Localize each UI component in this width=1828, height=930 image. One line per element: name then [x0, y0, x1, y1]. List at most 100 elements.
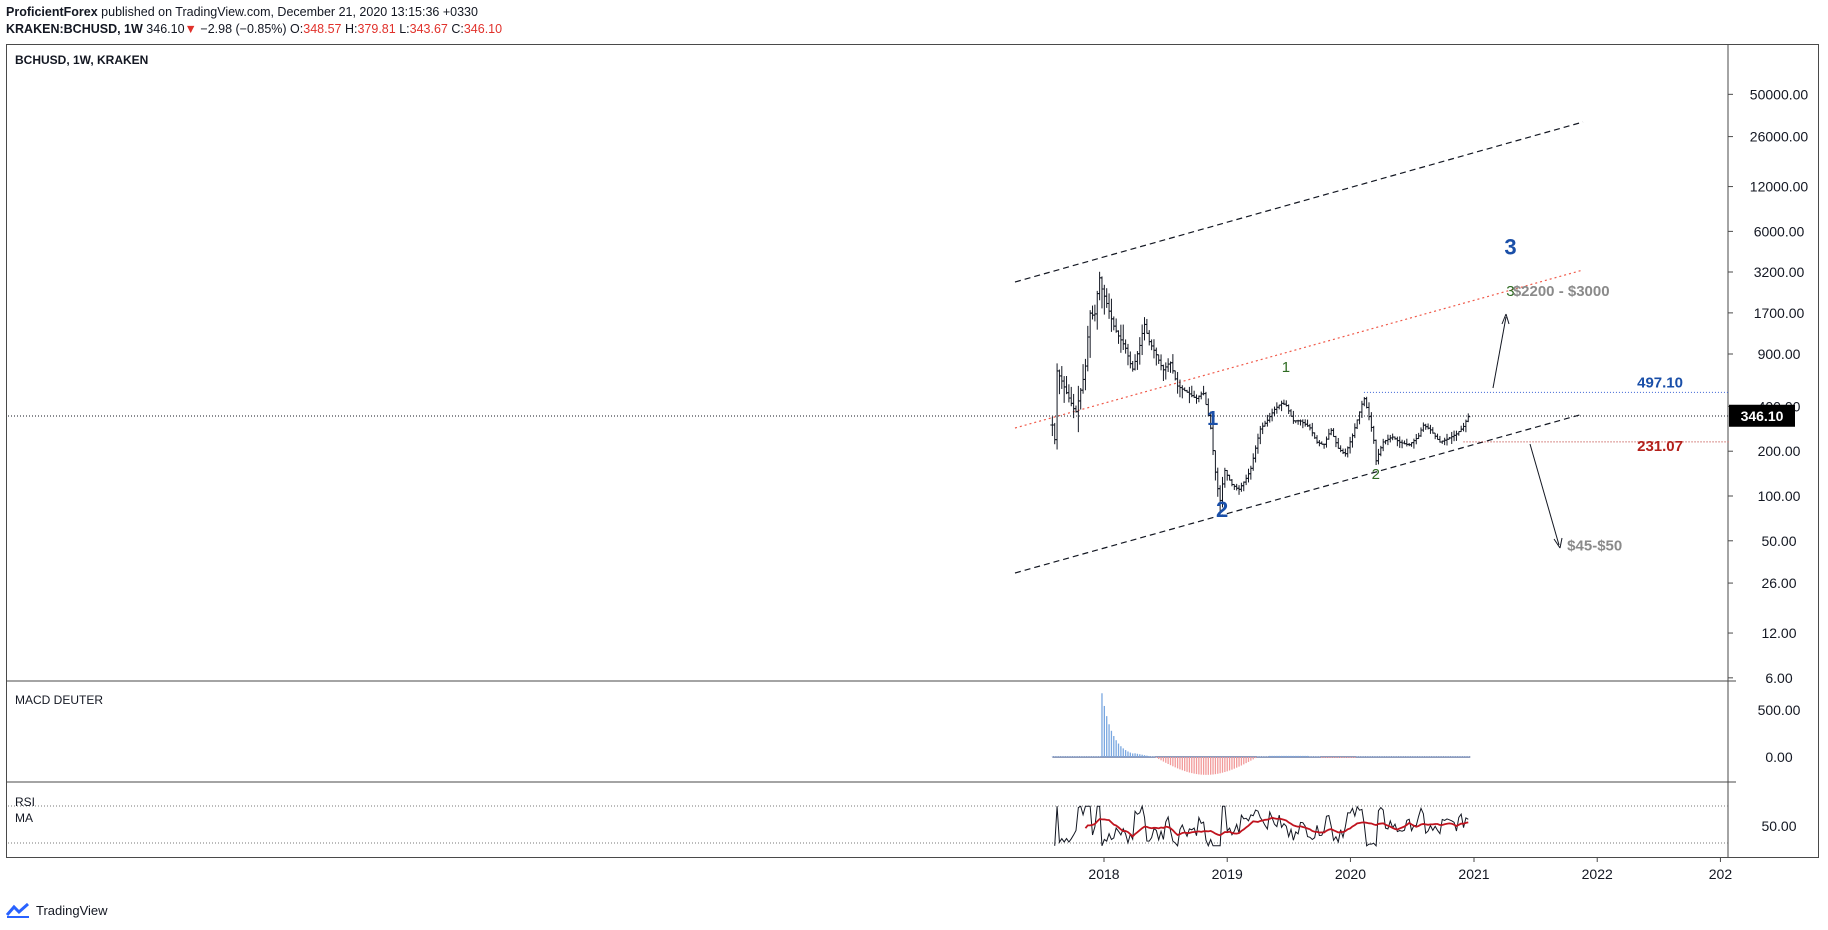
ohlc-bar [1369, 412, 1374, 432]
ohlc-bar [1376, 448, 1381, 465]
high-label: H: [344, 22, 358, 36]
price-tick-label: 3200.00 [1754, 264, 1805, 280]
ohlc-bar [1199, 391, 1204, 400]
ohlc-bar [1357, 411, 1362, 425]
open-label: O: [290, 22, 304, 36]
price-change: −2.98 (−0.85%) [200, 22, 287, 36]
ohlc-bar [1234, 483, 1239, 491]
tradingview-footer[interactable]: TradingView [6, 902, 108, 918]
tradingview-logo-icon [6, 902, 29, 918]
ohlc-bar [1452, 430, 1457, 442]
price-tick-label: 6000.00 [1754, 223, 1805, 239]
macd-tick-label: 500.00 [1758, 702, 1801, 718]
ma-pane-label: MA [15, 811, 33, 825]
ohlc-bar [1092, 304, 1097, 322]
ohlc-bar [1333, 435, 1338, 448]
ohlc-bar [1163, 362, 1168, 380]
chart-frame[interactable] [6, 44, 1819, 858]
rsi-line [1054, 804, 1469, 848]
ohlc-bar [1144, 318, 1149, 334]
ohlc-bar [1140, 324, 1145, 356]
ohlc-bar [1099, 276, 1104, 309]
up-arrow-line[interactable] [1492, 316, 1507, 389]
ohlc-bar [1076, 385, 1081, 433]
ohlc-bar [1203, 391, 1208, 406]
time-tick-label: 2018 [1088, 866, 1119, 882]
time-tick-label: 2020 [1335, 866, 1366, 882]
ohlc-bar [1118, 324, 1123, 353]
ohlc-bar [1232, 483, 1237, 490]
ohlc-bar [1083, 358, 1088, 391]
down-arrow-line[interactable] [1529, 443, 1560, 546]
ohlc-bar [1050, 416, 1055, 437]
ohlc-bar [1343, 448, 1348, 457]
low-value: 343.67 [409, 22, 448, 36]
ohlc-bar [1260, 422, 1265, 435]
ohlc-bar [1111, 316, 1116, 331]
ohlc-bar [1085, 325, 1090, 372]
ohlc-bar [1267, 412, 1272, 423]
wave-annotation: 1 [1282, 359, 1290, 376]
ohlc-bar [1194, 394, 1199, 404]
ohlc-bar [1062, 376, 1067, 403]
ohlc-bar [1130, 360, 1135, 372]
last-price-tag-label: 346.10 [1741, 408, 1784, 424]
last-price-tag [1729, 404, 1795, 427]
wave-annotation: 3 [1504, 234, 1516, 259]
upper-channel-line[interactable] [1014, 121, 1584, 283]
ohlc-bar [1449, 431, 1454, 445]
ohlc-bar [1336, 437, 1341, 449]
ohlc-bar [1303, 419, 1308, 427]
ohlc-bar [1239, 482, 1244, 492]
price-tick-label: 26000.00 [1750, 129, 1809, 145]
price-tick-label: 50000.00 [1750, 86, 1809, 102]
ohlc-bar [1109, 298, 1114, 332]
time-tick-label: 2022 [1582, 866, 1613, 882]
rsi-pane-label: RSI [15, 795, 36, 809]
ohlc-bar [1310, 422, 1315, 437]
ohlc-bar [1066, 384, 1071, 403]
ohlc-bar [1156, 354, 1161, 365]
ohlc-bar [1331, 428, 1336, 438]
ohlc-bar [1090, 305, 1095, 320]
publisher-name[interactable]: ProficientForex [6, 5, 98, 19]
ohlc-bar [1329, 428, 1334, 436]
close-label: C: [451, 22, 464, 36]
ohlc-bar [1385, 434, 1390, 446]
price-tick-label: 50.00 [1761, 533, 1796, 549]
level-label: 231.07 [1637, 438, 1683, 455]
ohlc-bar [1251, 453, 1256, 471]
red-mid-channel-line[interactable] [1014, 269, 1584, 429]
lower-channel-line[interactable] [1014, 413, 1584, 574]
ohlc-bar [1088, 310, 1093, 358]
ohlc-bar [1466, 413, 1471, 423]
ohlc-bar [1274, 402, 1279, 414]
ohlc-bar [1116, 330, 1121, 344]
price-tick-label: 900.00 [1758, 346, 1801, 362]
ohlc-bar [1142, 317, 1147, 341]
ohlc-bar [1151, 339, 1156, 359]
wave-annotation: 3 [1506, 283, 1514, 300]
ohlc-bar [1128, 351, 1133, 369]
ohlc-bar [1154, 347, 1159, 366]
low-label: L: [399, 22, 410, 36]
ohlc-bar [1286, 404, 1291, 415]
ohlc-bar [1364, 396, 1369, 409]
down-arrow-icon: ▼ [184, 22, 197, 36]
ohlc-bar [1133, 354, 1138, 371]
ohlc-bar [1064, 376, 1069, 395]
down-arrow-head-icon [1553, 537, 1563, 549]
ohlc-bar [1055, 363, 1060, 450]
ohlc-bar [1456, 431, 1461, 436]
ohlc-bar [1270, 408, 1275, 422]
wave-annotation: 2 [1216, 497, 1228, 522]
ohlc-bar [1246, 468, 1251, 483]
ohlc-bar [1052, 422, 1057, 445]
ohlc-bar [1244, 474, 1249, 486]
high-value: 379.81 [357, 22, 396, 36]
symbol-name[interactable]: KRAKEN:BCHUSD [6, 22, 118, 36]
ohlc-legend: KRAKEN:BCHUSD, 1W 346.10▼ −2.98 (−0.85%)… [6, 22, 502, 36]
open-value: 348.57 [303, 22, 342, 36]
price-tick-label: 100.00 [1758, 488, 1801, 504]
